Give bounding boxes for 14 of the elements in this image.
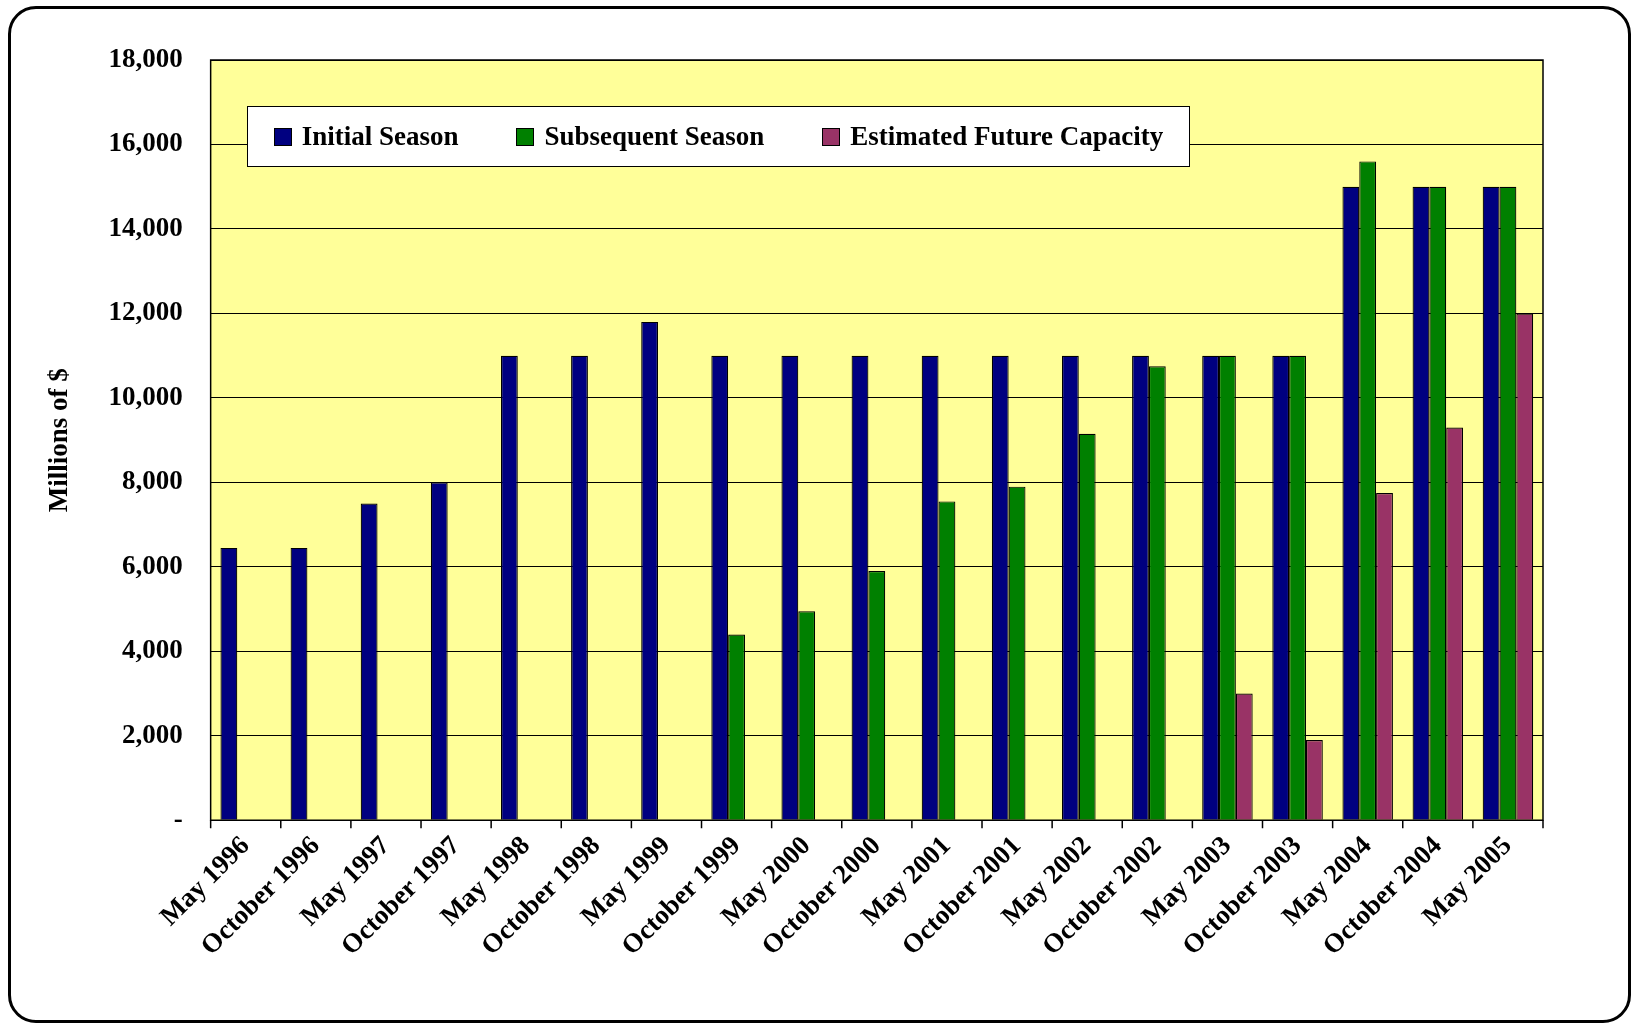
y-axis-title: Millions of $ [43,368,74,513]
y-tick-label: 12,000 [108,296,183,327]
legend-label: Subsequent Season [544,121,765,152]
y-tick-label: 2,000 [121,718,183,749]
y-tick-label: 6,000 [121,549,183,580]
y-tick-label: 4,000 [121,634,183,665]
y-tick-label: 8,000 [121,465,183,496]
y-tick-label: 14,000 [108,211,183,242]
y-tick-label: 18,000 [108,42,183,73]
y-tick-label: 10,000 [108,380,183,411]
y-tick-label: - [173,803,183,834]
legend-label: Estimated Future Capacity [850,121,1164,152]
legend-label: Initial Season [301,121,459,152]
y-tick-label: 16,000 [108,127,183,158]
